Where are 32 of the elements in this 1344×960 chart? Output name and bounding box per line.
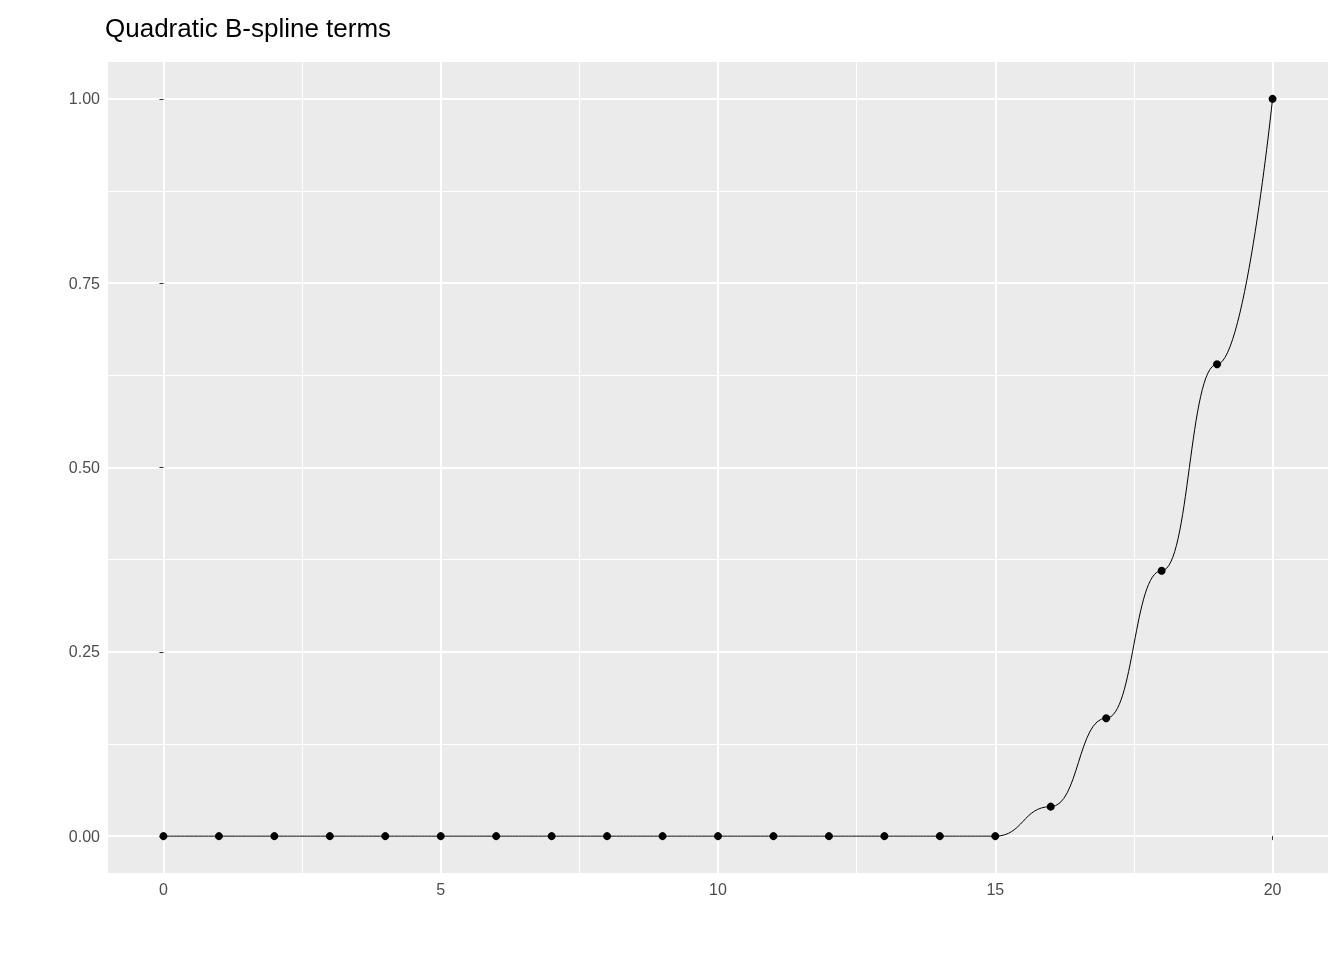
point: [880, 832, 889, 841]
point: [935, 832, 944, 841]
y-tick-label: 0.00: [68, 827, 101, 845]
y-tick-label: 0.25: [68, 643, 101, 661]
x-tick-label: 0: [159, 880, 168, 898]
point: [214, 832, 223, 841]
y-tick-label: 1.00: [68, 90, 101, 108]
y-tick-label: 0.75: [68, 274, 101, 292]
point: [1046, 802, 1055, 811]
chart-title: Quadratic B-spline terms: [105, 13, 392, 43]
point: [492, 832, 501, 841]
point: [824, 832, 833, 841]
point: [714, 832, 722, 841]
point: [270, 832, 279, 841]
point: [159, 832, 168, 841]
point: [1157, 566, 1166, 575]
x-tick-label: 15: [986, 880, 1005, 898]
point: [603, 832, 612, 841]
y-tick-label: 0.50: [68, 459, 101, 476]
point: [1102, 714, 1111, 723]
point: [381, 832, 390, 841]
x-tick-label: 10: [709, 880, 727, 898]
point: [658, 832, 667, 841]
point: [991, 832, 1000, 841]
x-tick-label: 20: [1263, 880, 1282, 898]
x-tick-label: 5: [436, 880, 446, 898]
point: [769, 832, 778, 841]
point: [1213, 360, 1222, 369]
point: [547, 832, 556, 841]
point: [1268, 94, 1277, 103]
point: [325, 832, 334, 841]
point: [436, 832, 445, 841]
